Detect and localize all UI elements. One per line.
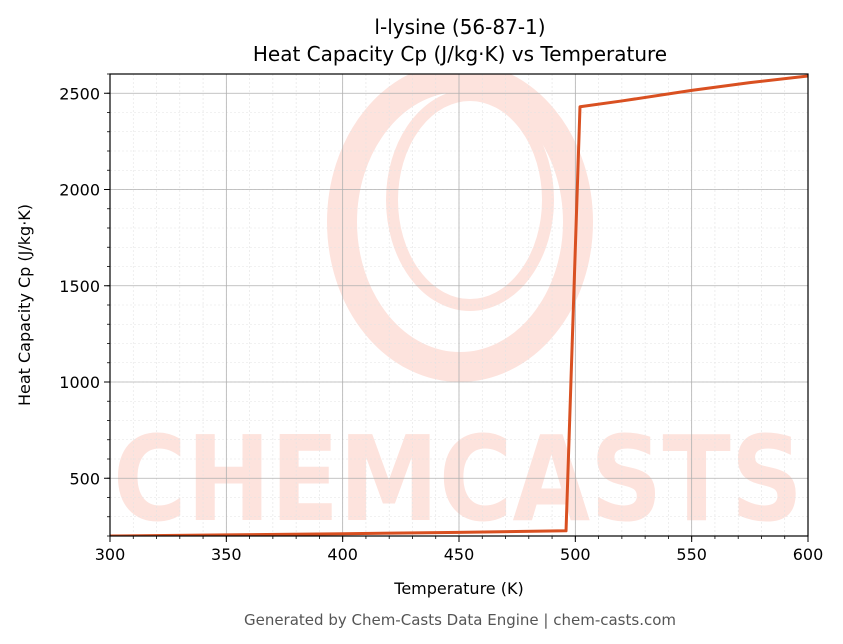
y-tick-label: 2500 [59,84,100,103]
chart-subtitle: Heat Capacity Cp (J/kg·K) vs Temperature [253,42,667,66]
watermark-text: CHEMCASTS [113,410,803,548]
watermark-logo-swirl [327,74,593,382]
footer-credit: Generated by Chem-Casts Data Engine | ch… [244,611,676,629]
x-axis-ticks: 300 350 400 450 500 550 600 [95,536,824,564]
x-tick-label: 500 [560,545,591,564]
series-line [110,74,808,536]
x-tick-label: 550 [676,545,707,564]
x-tick-label: 350 [211,545,242,564]
y-axis-label: Heat Capacity Cp (J/kg·K) [15,204,34,406]
x-tick-label: 400 [327,545,358,564]
x-tick-label: 450 [444,545,475,564]
y-tick-label: 2000 [59,181,100,200]
chart-title: l-lysine (56-87-1) [374,15,545,39]
y-tick-label: 500 [69,469,100,488]
y-tick-label: 1500 [59,277,100,296]
x-tick-label: 600 [793,545,824,564]
y-tick-label: 1000 [59,373,100,392]
x-tick-label: 300 [95,545,126,564]
y-axis-ticks: 500 1000 1500 2000 2500 [59,73,110,537]
x-axis-label: Temperature (K) [393,579,523,598]
